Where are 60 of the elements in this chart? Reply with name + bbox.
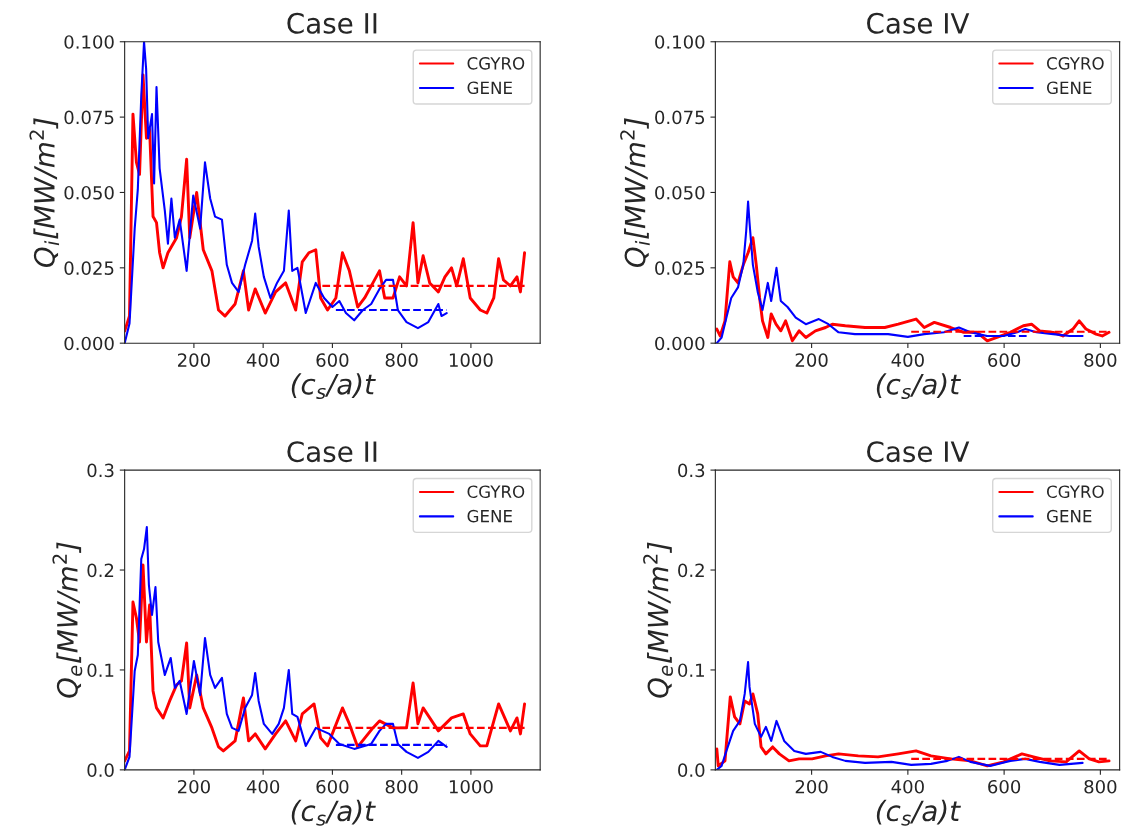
x-axis-title: (c$_{s}$/a)t [291, 373, 376, 400]
y-tick-label: 0.2 [678, 563, 704, 578]
y-tick-label: 0.000 [655, 336, 705, 351]
x-tick-label: 600 [316, 353, 349, 367]
legend-label: CGYRO [1046, 57, 1104, 70]
x-tick-label: 1000 [449, 779, 493, 794]
y-tick-label: 0.075 [64, 110, 114, 125]
x-tick-label: 600 [316, 779, 349, 794]
x-tick-label: 200 [178, 779, 210, 794]
x-tick-label: 800 [1084, 779, 1117, 794]
y-tick-label: 0.3 [87, 463, 114, 478]
line-series [715, 200, 1084, 344]
y-tick-label: 0.025 [64, 261, 114, 275]
y-tick-label: 0.050 [64, 185, 114, 200]
legend-label: CGYRO [467, 485, 525, 499]
x-axis-title: (c$_{s}$/a)t [291, 799, 376, 826]
y-tick-label: 0.2 [87, 563, 114, 578]
y-tick-label: 0.1 [678, 663, 704, 678]
y-tick-label: 0.050 [655, 185, 705, 200]
legend-label: CGYRO [1046, 485, 1104, 499]
chart-title: Case IV [867, 12, 970, 34]
legend-label: CGYRO [467, 57, 525, 70]
x-tick-label: 400 [891, 779, 924, 794]
legend-label: GENE [1046, 509, 1092, 523]
y-axis-title: Q$_{i}$[MW/m$^{2}$] [620, 118, 650, 268]
chart-title: Case IV [867, 441, 970, 463]
chart-title: Case II [287, 12, 377, 34]
legend-label: GENE [467, 509, 512, 523]
x-tick-label: 600 [988, 779, 1021, 794]
x-tick-label: 800 [385, 353, 418, 367]
y-tick-label: 0.000 [64, 336, 114, 351]
line-series [124, 73, 527, 333]
x-tick-label: 200 [178, 353, 210, 367]
chart-title: Case II [287, 441, 377, 463]
x-axis-title: (c$_{s}$/a)t [876, 373, 961, 400]
x-tick-label: 400 [246, 353, 280, 367]
x-tick-label: 200 [795, 353, 828, 367]
line-series [715, 660, 1084, 770]
y-tick-label: 0.0 [678, 763, 705, 777]
y-axis-title: Q$_{e}$[MW/m$^{2}$] [52, 542, 83, 698]
y-axis-title: Q$_{i}$[MW/m$^{2}$] [29, 118, 60, 268]
y-tick-label: 0.025 [655, 261, 705, 275]
y-tick-label: 0.100 [655, 35, 705, 49]
x-tick-label: 600 [988, 353, 1021, 367]
x-tick-label: 400 [891, 353, 924, 367]
x-tick-label: 800 [385, 779, 418, 794]
y-axis-title: Q$_{e}$[MW/m$^{2}$] [643, 542, 673, 698]
x-tick-label: 200 [795, 779, 828, 794]
legend-label: GENE [467, 81, 512, 95]
legend-label: GENE [1046, 81, 1092, 95]
line-series [124, 563, 527, 763]
x-axis-title: (c$_{s}$/a)t [876, 799, 961, 826]
y-tick-label: 0.1 [87, 663, 114, 678]
x-tick-label: 1000 [449, 353, 493, 367]
y-tick-label: 0.100 [64, 35, 114, 49]
y-tick-label: 0.075 [655, 110, 705, 125]
x-tick-label: 400 [246, 779, 280, 794]
y-tick-label: 0.0 [87, 763, 114, 777]
y-tick-label: 0.3 [678, 463, 705, 478]
x-tick-label: 800 [1084, 353, 1117, 367]
